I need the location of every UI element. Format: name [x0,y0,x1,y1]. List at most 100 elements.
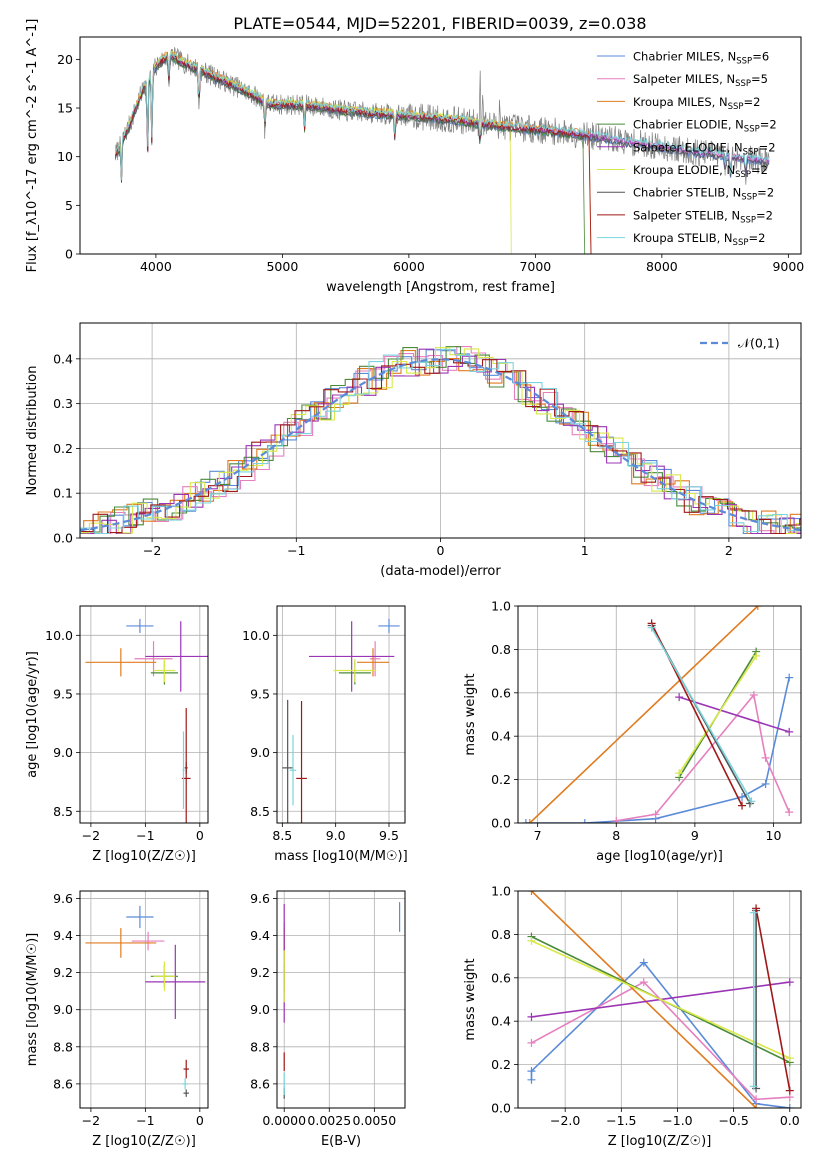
axes-frame [276,890,406,1109]
x-tick-label: −1.5 [606,1113,636,1128]
y-axis-label: mass weight [463,673,478,755]
x-tick-label: 8000 [646,259,678,274]
weight-marker [647,623,656,632]
legend-nssp-eq: = [756,208,766,222]
legend-model-name: Salpeter MILES [633,72,719,86]
legend-label: Salpeter ELODIE, NSSP=2 [633,140,776,157]
legend-label: Chabrier STELIB, NSSP=2 [633,186,774,203]
histogram-lines [80,346,801,535]
model-spectrum-line [114,55,770,183]
weight-series-line [678,655,757,774]
y-tick-label: 0 [65,247,73,262]
y-axis-label: mass [log10(M/M☉)] [25,933,40,1066]
y-tick-label: 8.5 [53,804,73,819]
x-tick-label: 7000 [519,259,551,274]
model-spectrum-line [114,55,586,254]
legend-nssp-prefix: , N [717,231,733,245]
y-tick-label: 8.5 [250,804,270,819]
y-tick-label: 0.1 [53,486,73,501]
y-tick-label: 0.8 [491,642,511,657]
x-tick-label: 0.0000 [262,1113,306,1128]
weight-marker [749,690,758,699]
legend-nssp-value: 2 [758,231,765,245]
weight-marker [527,1075,536,1084]
weight-marker [738,801,747,810]
y-tick-label: 1.0 [491,599,511,614]
y-tick-label: 8.8 [53,1039,73,1054]
legend-nssp-eq: = [752,50,762,64]
model-spectrum-line [115,50,512,254]
weight-series-line [531,940,791,1059]
weight-marker [612,816,621,823]
y-tick-label: 20 [57,52,73,67]
y-tick-label: 9.0 [250,745,270,760]
weight-marker [747,797,756,806]
y-tick-label: 0.6 [491,685,511,700]
axes-frame [79,605,209,824]
x-tick-label: 6000 [393,259,425,274]
weight-lines [527,891,794,1108]
residuals-panel: −2 −1 0 1 2 0.0 0.1 0.2 0.3 0.4 (data-model)/error… [25,322,802,579]
y-axis-label: age [log10(age/yr)] [25,651,40,778]
mass-weight-vs-metallicity-panel: −2.0 −1.5 −1.0 −0.5 0.0 0.0 0.2 0.4 0.6 0.8 1.0 Z [… [463,884,802,1149]
x-tick-label: 7 [534,828,542,843]
x-axis-label: mass [log10(M/M☉)] [274,849,407,864]
reference-legend-label: 𝒩(0,1) [738,336,780,351]
x-tick-label: 1 [581,543,589,558]
legend-label: Kroupa STELIB, NSSP=2 [633,231,765,248]
legend-nssp-value: 2 [767,186,774,200]
weight-marker [639,978,648,987]
legend-label: Chabrier MILES, NSSP=6 [633,50,769,67]
x-tick-label: 4000 [140,259,172,274]
legend-nssp-eq: = [751,163,761,177]
x-axis-label: Z [log10(Z/Z☉)] [608,1134,712,1149]
x-tick-label: 10 [766,828,782,843]
legend-label: Salpeter MILES, NSSP=5 [633,72,768,89]
legend-nssp-subscript: SSP [735,79,751,89]
legend-nssp-eq: = [760,118,770,132]
weight-marker [527,1067,536,1076]
axes-frame [79,322,802,539]
y-tick-label: 0.2 [53,441,73,456]
x-tick-label: −0.5 [718,1113,748,1128]
mass-vs-ebv-panel: 0.0000 0.0025 0.0050 8.6 8.8 9.0 9.2 9.4 9.6 E(B-… [250,890,406,1149]
weight-marker [738,792,747,801]
legend-nssp-subscript: SSP [728,102,744,112]
legend-nssp-value: 5 [761,72,768,86]
y-tick-label: 10.0 [242,628,270,643]
legend-model-name: Kroupa ELODIE [633,163,719,177]
errorbar-points [85,905,206,1097]
y-tick-label: 0.3 [53,396,73,411]
y-tick-label: 0.2 [491,772,511,787]
weight-series-line [529,606,759,823]
weight-marker [651,810,660,819]
x-tick-label: −2 [82,1113,100,1128]
x-tick-label: 2 [725,543,733,558]
age-vs-metallicity-panel: −2 −1 0 8.5 9.0 9.5 10.0 Z [log10(Z/Z☉)] age [lo… [25,605,209,864]
y-tick-label: 0.0 [53,531,73,546]
y-tick-label: 10 [57,149,73,164]
spectrum-panel: 4000 5000 6000 7000 8000 9000 0 5 10 15 20 waveleng… [25,19,804,295]
x-tick-label: 0.0 [780,1113,800,1128]
figure-title: PLATE=0544, MJD=52201, FIBERID=0039, z=0… [233,14,646,33]
x-tick-label: 0.0025 [307,1113,351,1128]
y-tick-label: 9.6 [53,891,73,906]
residual-histogram [80,348,801,535]
mass-vs-metallicity-panel: −2 −1 0 8.6 8.8 9.0 9.2 9.4 9.6 Z [log10(Z/Z☉)] ma… [25,890,209,1149]
legend-nssp-prefix: , N [719,163,735,177]
x-axis-label: age [log10(age/yr)] [596,849,723,864]
weight-series-line [530,891,757,1108]
errorbar-points [85,618,208,823]
weight-marker [527,891,536,895]
x-tick-label: 5000 [266,259,298,274]
legend-model-name: Chabrier ELODIE [633,118,728,132]
weight-series-line [531,981,790,1101]
weight-marker [580,819,589,823]
x-tick-label: −1 [136,828,154,843]
x-tick-label: 8 [612,828,620,843]
x-axis-label: (data-model)/error [380,564,501,579]
y-tick-label: 9.2 [250,965,270,980]
y-tick-label: 9.0 [53,745,73,760]
y-tick-label: 9.5 [53,686,73,701]
